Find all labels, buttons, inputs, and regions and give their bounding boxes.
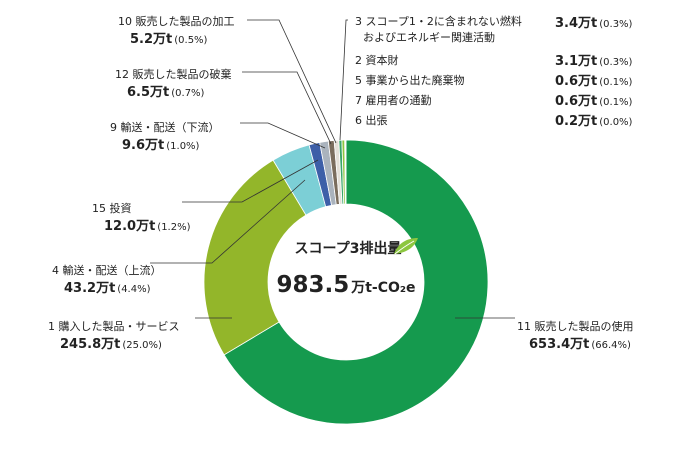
slice-label-value: 5.2万t (0.5%) <box>130 32 208 47</box>
slice-label-value: 653.4万t (66.4%) <box>529 337 631 352</box>
svg-text:983.5万t-CO₂e: 983.5 万t-CO₂e <box>276 272 415 298</box>
slice-label-name: 3 スコープ1・2に含まれない燃料 <box>355 14 522 28</box>
leader-line <box>242 71 332 145</box>
slice-label-value: 0.6万t (0.1%) <box>555 94 633 109</box>
slice-label-name: 12 販売した製品の破棄 <box>115 67 232 81</box>
donut-slice <box>203 159 307 356</box>
slice-label-value: 245.8万t (25.0%) <box>60 337 162 352</box>
slice-label-value: 3.4万t (0.3%) <box>555 16 633 31</box>
slice-label-value: 9.6万t (1.0%) <box>122 138 200 153</box>
slice-label-value: 6.5万t (0.7%) <box>127 85 205 100</box>
slice-label-name: およびエネルギー関連活動 <box>363 30 495 44</box>
donut-slice <box>223 139 489 425</box>
leaf-icon <box>394 238 418 255</box>
slice-label-value: 12.0万t (1.2%) <box>104 219 191 234</box>
slice-label-name: 15 投資 <box>92 201 132 215</box>
slice-label-value: 0.6万t (0.1%) <box>555 74 633 89</box>
leader-line <box>339 19 348 141</box>
leader-line <box>240 122 326 149</box>
slice-label-name: 9 輸送・配送（下流） <box>110 120 220 134</box>
slice-label-value: 43.2万t (4.4%) <box>64 281 151 296</box>
slice-label-name: 1 購入した製品・サービス <box>48 319 180 333</box>
slice-label-name: 10 販売した製品の加工 <box>118 14 235 28</box>
center-total-value: 983.5 <box>276 272 349 298</box>
leader-line <box>247 19 337 144</box>
center-title: スコープ3排出量 <box>295 240 402 257</box>
slice-label-name: 6 出張 <box>355 113 388 127</box>
slice-label-name: 5 事業から出た廃棄物 <box>355 73 465 87</box>
slice-label-name: 4 輸送・配送（上流） <box>52 263 162 277</box>
slice-label-value: 3.1万t (0.3%) <box>555 54 633 69</box>
slice-label-name: 2 資本財 <box>355 53 399 67</box>
center-total-unit: 万t-CO₂e <box>350 280 415 296</box>
leader-line <box>182 159 319 203</box>
leader-line <box>150 179 306 264</box>
slice-label-name: 7 雇用者の通勤 <box>355 93 432 107</box>
slice-label-value: 0.2万t (0.0%) <box>555 114 633 129</box>
slice-label-name: 11 販売した製品の使用 <box>517 319 634 333</box>
